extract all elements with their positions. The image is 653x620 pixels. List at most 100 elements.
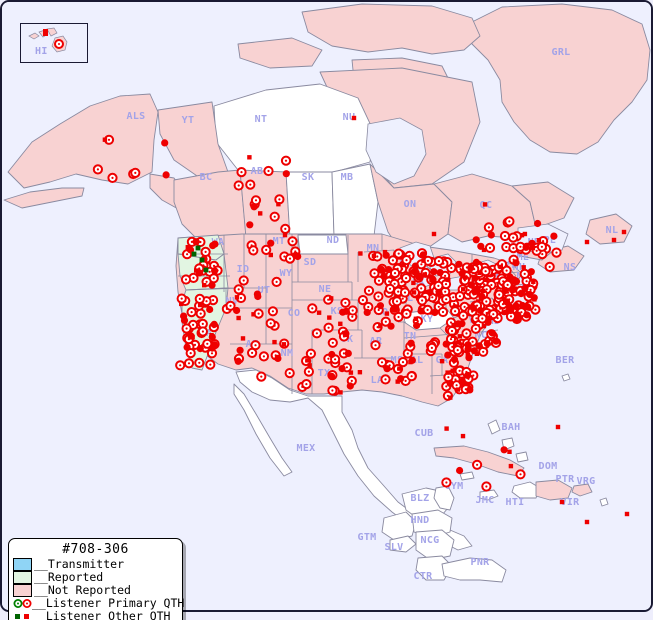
listener-primary-qth-marker[interactable] [248, 245, 259, 256]
listener-primary-qth-marker[interactable] [357, 295, 368, 306]
listener-other-qth-marker[interactable] [450, 333, 456, 338]
listener-other-qth-marker[interactable] [444, 277, 449, 282]
transmitter-marker[interactable] [195, 245, 201, 251]
listener-primary-qth-marker[interactable] [305, 348, 316, 359]
listener-primary-qth-marker[interactable] [340, 297, 351, 308]
listener-other-qth-marker[interactable] [384, 311, 390, 316]
listener-primary-qth-marker[interactable] [484, 242, 496, 253]
listener-primary-qth-marker[interactable] [301, 379, 312, 390]
listener-other-qth-marker[interactable] [236, 315, 241, 321]
listener-other-qth-marker[interactable] [194, 268, 199, 273]
listener-primary-qth-marker[interactable] [373, 291, 384, 302]
listener-primary-qth-marker[interactable] [393, 311, 404, 323]
listener-primary-qth-marker-filled[interactable] [506, 273, 514, 281]
listener-primary-qth-marker-filled[interactable] [206, 305, 214, 314]
listener-other-qth-marker[interactable] [471, 277, 476, 282]
listener-primary-qth-marker[interactable] [406, 371, 417, 382]
listener-other-qth-marker[interactable] [382, 249, 388, 255]
listener-primary-qth-marker-filled[interactable] [162, 171, 170, 179]
listener-primary-qth-marker[interactable] [271, 276, 282, 287]
listener-primary-qth-marker-filled[interactable] [378, 265, 386, 274]
listener-other-qth-marker[interactable] [536, 238, 542, 243]
listener-primary-qth-marker[interactable] [307, 303, 318, 314]
listener-primary-qth-marker[interactable] [107, 172, 118, 183]
listener-primary-qth-marker-filled[interactable] [512, 259, 520, 267]
listener-primary-qth-marker[interactable] [499, 230, 511, 242]
listener-primary-qth-marker-filled[interactable] [328, 350, 336, 359]
listener-other-qth-marker[interactable] [185, 245, 190, 250]
listener-primary-qth-marker-filled[interactable] [550, 232, 558, 240]
listener-other-qth-marker[interactable] [508, 463, 514, 469]
listener-primary-qth-marker[interactable] [422, 304, 433, 315]
listener-primary-qth-marker[interactable] [311, 328, 322, 339]
listener-primary-qth-marker[interactable] [200, 246, 211, 257]
listener-primary-qth-marker-filled[interactable] [346, 382, 354, 390]
listener-primary-qth-marker-filled[interactable] [505, 303, 514, 311]
listener-other-qth-marker[interactable] [584, 239, 590, 245]
listener-other-qth-marker[interactable] [481, 288, 486, 294]
listener-other-qth-marker[interactable] [507, 449, 512, 454]
listener-other-qth-marker[interactable] [209, 333, 214, 338]
listener-other-qth-marker[interactable] [531, 279, 536, 284]
listener-primary-qth-marker[interactable] [180, 274, 192, 285]
listener-primary-qth-marker-filled[interactable] [413, 321, 421, 330]
listener-primary-qth-marker[interactable] [245, 179, 256, 190]
listener-other-qth-marker[interactable] [421, 258, 426, 263]
listener-primary-qth-marker[interactable] [233, 284, 244, 295]
listener-primary-qth-marker[interactable] [267, 306, 278, 317]
listener-primary-qth-marker-filled[interactable] [376, 302, 384, 310]
listener-primary-qth-marker-filled[interactable] [338, 365, 346, 373]
listener-primary-qth-marker[interactable] [417, 295, 428, 306]
listener-other-qth-marker[interactable] [351, 115, 357, 121]
listener-other-qth-marker[interactable] [532, 297, 537, 302]
listener-primary-qth-marker[interactable] [470, 323, 481, 334]
listener-primary-qth-marker[interactable] [263, 165, 274, 177]
listener-primary-qth-marker-filled[interactable] [419, 251, 427, 259]
listener-primary-qth-marker-filled[interactable] [488, 329, 496, 337]
listener-primary-qth-marker[interactable] [253, 308, 264, 319]
listener-primary-qth-marker-filled[interactable] [407, 339, 415, 347]
listener-other-qth-marker[interactable] [251, 312, 256, 317]
listener-other-qth-marker[interactable] [455, 387, 461, 392]
listener-primary-qth-marker-filled[interactable] [211, 267, 219, 275]
listener-primary-qth-marker[interactable] [176, 293, 187, 304]
listener-primary-qth-marker-filled[interactable] [450, 355, 459, 363]
listener-other-qth-marker[interactable] [268, 252, 273, 258]
listener-primary-qth-marker[interactable] [391, 296, 403, 307]
listener-primary-qth-marker[interactable] [194, 357, 205, 368]
listener-other-qth-marker[interactable] [450, 368, 455, 373]
listener-primary-qth-marker-filled[interactable] [492, 337, 500, 345]
listener-primary-qth-marker[interactable] [472, 459, 483, 470]
listener-primary-qth-marker[interactable] [380, 374, 391, 385]
listener-other-qth-marker[interactable] [457, 334, 462, 339]
listener-primary-qth-marker[interactable] [501, 241, 512, 253]
listener-primary-qth-marker[interactable] [433, 256, 444, 267]
listener-other-qth-marker[interactable] [503, 309, 509, 315]
listener-primary-qth-marker[interactable] [477, 313, 488, 324]
transmitter-marker[interactable] [191, 251, 197, 257]
listener-primary-qth-marker-filled[interactable] [328, 372, 336, 380]
listener-other-qth-marker[interactable] [348, 370, 354, 375]
listener-primary-qth-marker-filled[interactable] [528, 239, 536, 247]
transmitter-marker[interactable] [203, 267, 209, 273]
listener-primary-qth-marker-filled[interactable] [411, 262, 419, 270]
listener-primary-qth-marker-filled[interactable] [487, 231, 495, 239]
listener-primary-qth-marker[interactable] [441, 294, 452, 305]
listener-other-qth-marker[interactable] [282, 232, 288, 238]
listener-primary-qth-marker[interactable] [327, 385, 338, 396]
listener-primary-qth-marker-filled[interactable] [454, 320, 462, 328]
listener-other-qth-marker[interactable] [460, 433, 466, 439]
listener-primary-qth-marker-filled[interactable] [478, 292, 486, 300]
listener-other-qth-marker[interactable] [477, 270, 482, 275]
listener-other-qth-marker[interactable] [445, 370, 450, 375]
listener-primary-qth-marker-filled[interactable] [415, 273, 423, 281]
listener-other-qth-marker[interactable] [444, 426, 449, 431]
listener-primary-qth-marker-filled[interactable] [246, 221, 254, 229]
listener-primary-qth-marker[interactable] [175, 360, 186, 371]
listener-primary-qth-marker-filled[interactable] [183, 343, 191, 351]
listener-primary-qth-marker-filled[interactable] [467, 281, 475, 289]
listener-other-qth-marker[interactable] [197, 302, 203, 308]
listener-primary-qth-marker-filled[interactable] [411, 268, 419, 276]
listener-other-qth-marker[interactable] [521, 265, 526, 270]
listener-primary-qth-marker[interactable] [238, 275, 249, 286]
